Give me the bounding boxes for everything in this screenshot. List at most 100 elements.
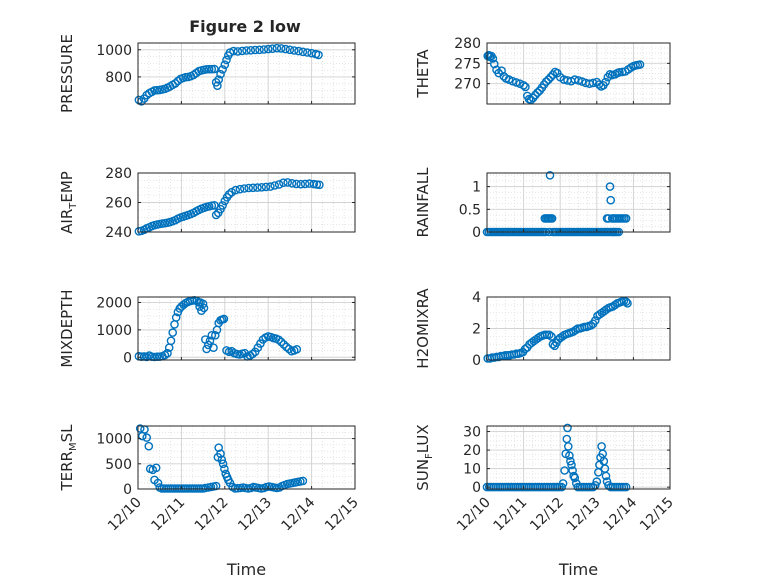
data-point bbox=[565, 451, 574, 460]
data-point bbox=[298, 476, 308, 486]
data-point bbox=[272, 43, 282, 53]
data-point bbox=[268, 44, 277, 54]
y-tick-label: 2 bbox=[472, 322, 481, 338]
data-point bbox=[285, 45, 295, 55]
data-point bbox=[568, 466, 577, 475]
data-point bbox=[597, 442, 606, 451]
data-point bbox=[294, 46, 303, 56]
x-tick-label: 12/10 bbox=[454, 495, 494, 535]
data-point bbox=[263, 44, 273, 54]
data-point bbox=[199, 303, 209, 313]
data-point bbox=[198, 299, 208, 309]
data-point bbox=[558, 332, 567, 341]
data-point bbox=[546, 72, 556, 82]
data-point bbox=[544, 75, 553, 84]
x-tick-label: 12/11 bbox=[491, 495, 531, 535]
data-point bbox=[274, 335, 283, 345]
x-tick-label: 12/15 bbox=[637, 495, 677, 535]
data-point bbox=[250, 45, 260, 55]
y-axis-label: THETA bbox=[414, 49, 432, 99]
data-point bbox=[621, 297, 631, 307]
data-point bbox=[544, 330, 554, 340]
y-tick-label: 800 bbox=[105, 70, 132, 86]
x-axis-label: Time bbox=[226, 560, 266, 579]
data-point bbox=[209, 343, 218, 353]
y-tick-label: 4 bbox=[472, 290, 481, 306]
y-tick-label: 20 bbox=[463, 443, 481, 459]
data-point bbox=[564, 442, 573, 451]
data-point bbox=[557, 482, 567, 492]
data-point bbox=[231, 185, 240, 195]
data-point bbox=[298, 47, 308, 57]
data-point bbox=[207, 330, 217, 340]
data-point bbox=[281, 44, 290, 54]
x-tick-label: 12/11 bbox=[148, 495, 188, 535]
y-tick-label: 275 bbox=[454, 56, 481, 72]
data-point bbox=[610, 300, 620, 310]
y-tick-label: 0 bbox=[123, 482, 132, 498]
data-point bbox=[547, 332, 556, 341]
data-point bbox=[545, 170, 555, 180]
data-point bbox=[276, 337, 286, 347]
data-point bbox=[314, 50, 323, 60]
data-point bbox=[248, 349, 257, 359]
data-point bbox=[218, 459, 228, 469]
data-point bbox=[210, 64, 219, 74]
axes-box bbox=[486, 42, 671, 105]
data-point bbox=[292, 179, 301, 189]
data-point bbox=[292, 344, 302, 354]
subplot-4: 0 0.5 1 RAINFALL bbox=[414, 167, 671, 241]
data-point bbox=[282, 342, 291, 352]
data-point bbox=[179, 300, 188, 310]
data-point bbox=[257, 182, 267, 192]
data-point bbox=[244, 183, 253, 193]
y-axis-label: H2OMIXRA bbox=[414, 288, 432, 369]
data-point bbox=[216, 449, 225, 459]
y-tick-label: 280 bbox=[105, 166, 132, 182]
data-point bbox=[211, 210, 221, 220]
data-point bbox=[220, 60, 230, 69]
data-point bbox=[242, 46, 251, 55]
data-point bbox=[601, 471, 611, 481]
subplot-6: 0 2 4 H2OMIXRA bbox=[414, 288, 671, 369]
data-point bbox=[567, 460, 576, 470]
data-point bbox=[508, 76, 517, 86]
x-tick-label: 12/14 bbox=[279, 494, 319, 534]
data-point bbox=[163, 348, 172, 358]
data-point bbox=[248, 183, 258, 193]
data-point bbox=[635, 60, 645, 69]
data-point bbox=[563, 423, 572, 433]
data-point bbox=[220, 464, 229, 474]
data-point bbox=[533, 333, 543, 343]
data-point bbox=[570, 473, 580, 483]
data-point bbox=[239, 184, 249, 193]
axes-box bbox=[137, 296, 356, 361]
data-point bbox=[302, 48, 312, 57]
y-axis-label: MIXDEPTH bbox=[58, 289, 76, 367]
data-point bbox=[623, 298, 632, 308]
data-point bbox=[533, 88, 542, 97]
y-tick-label: 1000 bbox=[96, 323, 132, 339]
data-point bbox=[531, 90, 540, 100]
data-point bbox=[217, 455, 227, 465]
subplot-5: 0 1000 2000 MIXDEPTH bbox=[58, 289, 356, 368]
data-point bbox=[253, 183, 262, 192]
y-tick-label: 270 bbox=[454, 77, 481, 93]
data-point bbox=[144, 441, 154, 451]
axes-box bbox=[486, 172, 671, 233]
data-point bbox=[224, 190, 234, 199]
data-point bbox=[168, 328, 177, 337]
x-tick-label: 12/15 bbox=[322, 495, 362, 535]
x-tick-label: 12/13 bbox=[564, 495, 604, 535]
data-point bbox=[519, 81, 528, 90]
data-point bbox=[606, 195, 616, 205]
data-point bbox=[592, 77, 602, 87]
data-point bbox=[602, 305, 611, 314]
data-point bbox=[488, 54, 498, 63]
x-tick-label: 12/10 bbox=[105, 495, 145, 535]
y-axis-label: SUNFLUX bbox=[414, 424, 435, 490]
subplot-1: 800 1000 PRESSURE bbox=[58, 34, 356, 113]
data-point bbox=[218, 201, 227, 210]
